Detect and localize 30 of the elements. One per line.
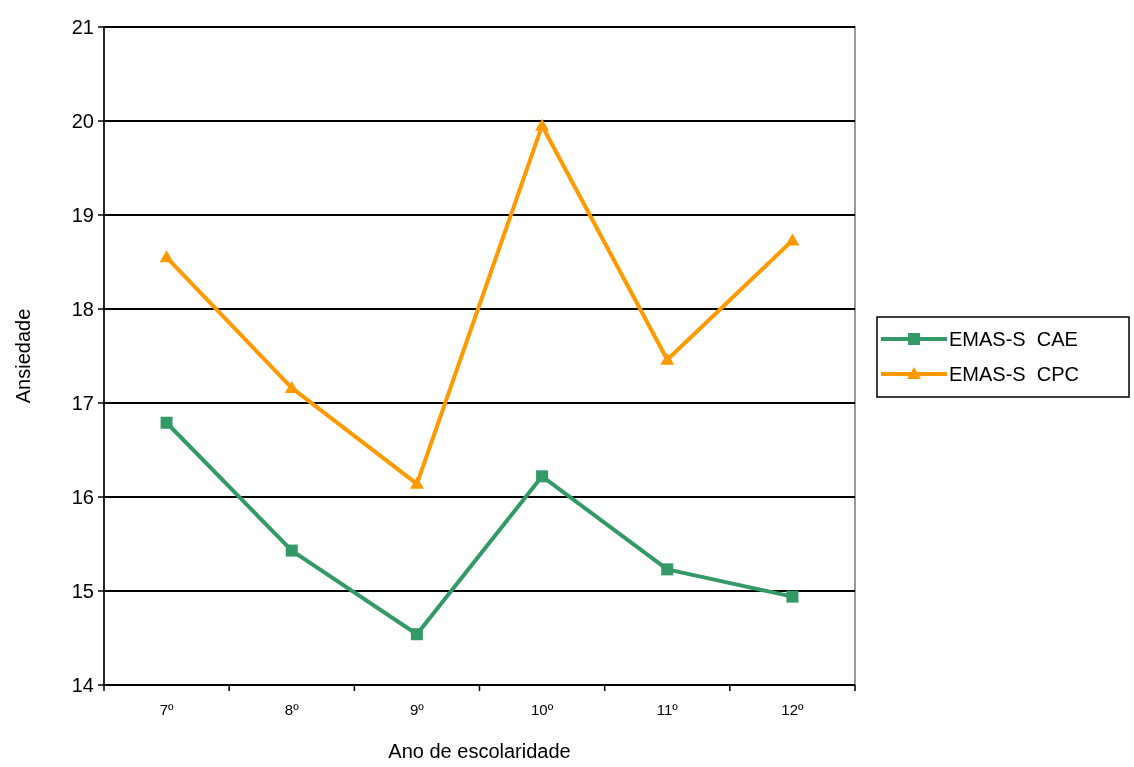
x-tick-label: 10º xyxy=(531,701,554,718)
point xyxy=(409,476,424,489)
point xyxy=(159,250,174,263)
x-axis-title: Ano de escolaridade xyxy=(388,740,571,762)
x-tick-label: 11º xyxy=(656,701,679,718)
x-tick-label: 9º xyxy=(410,701,425,718)
y-tick-label: 15 xyxy=(71,580,94,602)
legend-label: EMAS-S CPC xyxy=(949,363,1080,385)
point xyxy=(160,416,173,429)
point xyxy=(786,590,799,603)
point xyxy=(284,380,299,393)
point xyxy=(661,563,674,576)
x-tick-label: 12º xyxy=(781,701,805,718)
point xyxy=(785,233,800,246)
point xyxy=(536,470,549,483)
point xyxy=(410,628,423,641)
x-tick-label: 8º xyxy=(284,701,300,718)
y-tick-label: 21 xyxy=(71,16,94,38)
y-tick-label: 19 xyxy=(71,204,94,226)
point xyxy=(285,544,298,557)
y-tick-label: 16 xyxy=(71,486,94,508)
y-axis-title: Ansiedade xyxy=(12,308,34,404)
point xyxy=(660,352,675,365)
y-tick-label: 18 xyxy=(71,298,94,320)
y-tick-label: 20 xyxy=(71,110,94,132)
y-tick-label: 17 xyxy=(71,392,94,414)
point xyxy=(535,118,550,131)
y-tick-label: 14 xyxy=(71,674,94,696)
x-tick-label: 7º xyxy=(159,701,175,718)
legend-label: EMAS-S CAE xyxy=(949,328,1078,350)
